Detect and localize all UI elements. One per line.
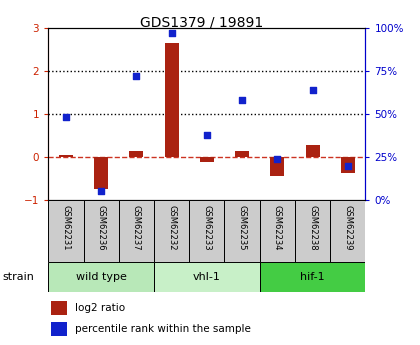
Bar [295,200,330,262]
Text: GSM62231: GSM62231 [61,205,71,250]
Text: strain: strain [2,272,34,282]
Text: GDS1379 / 19891: GDS1379 / 19891 [140,16,263,29]
Bar [235,150,249,157]
Text: GSM62232: GSM62232 [167,205,176,250]
Bar [200,157,214,162]
Bar [154,200,189,262]
Bar [330,200,365,262]
Bar [48,262,154,292]
Bar [165,43,178,157]
Point [168,30,175,36]
Text: GSM62233: GSM62233 [202,205,211,251]
Text: GSM62238: GSM62238 [308,205,317,251]
Point [203,132,210,137]
Bar [189,200,224,262]
Point [344,163,351,168]
Bar [94,157,108,189]
Bar [305,145,320,157]
Point [239,97,245,103]
Text: percentile rank within the sample: percentile rank within the sample [75,324,251,334]
Bar [59,155,73,157]
Text: GSM62237: GSM62237 [132,205,141,251]
Bar [260,262,365,292]
Text: GSM62235: GSM62235 [238,205,247,250]
Bar [154,262,260,292]
Text: hif-1: hif-1 [300,272,325,282]
Bar [84,200,119,262]
Bar [341,157,355,173]
Bar [52,322,67,336]
Bar [48,200,84,262]
Point [133,73,140,79]
Bar [260,200,295,262]
Bar [119,200,154,262]
Text: GSM62236: GSM62236 [97,205,106,251]
Point [63,115,69,120]
Bar [129,150,143,157]
Point [309,87,316,92]
Text: wild type: wild type [76,272,126,282]
Text: log2 ratio: log2 ratio [75,303,126,313]
Bar [52,301,67,315]
Bar [270,157,284,176]
Point [274,156,281,161]
Text: GSM62234: GSM62234 [273,205,282,250]
Point [98,189,105,194]
Text: GSM62239: GSM62239 [343,205,352,250]
Text: vhl-1: vhl-1 [193,272,221,282]
Bar [224,200,260,262]
